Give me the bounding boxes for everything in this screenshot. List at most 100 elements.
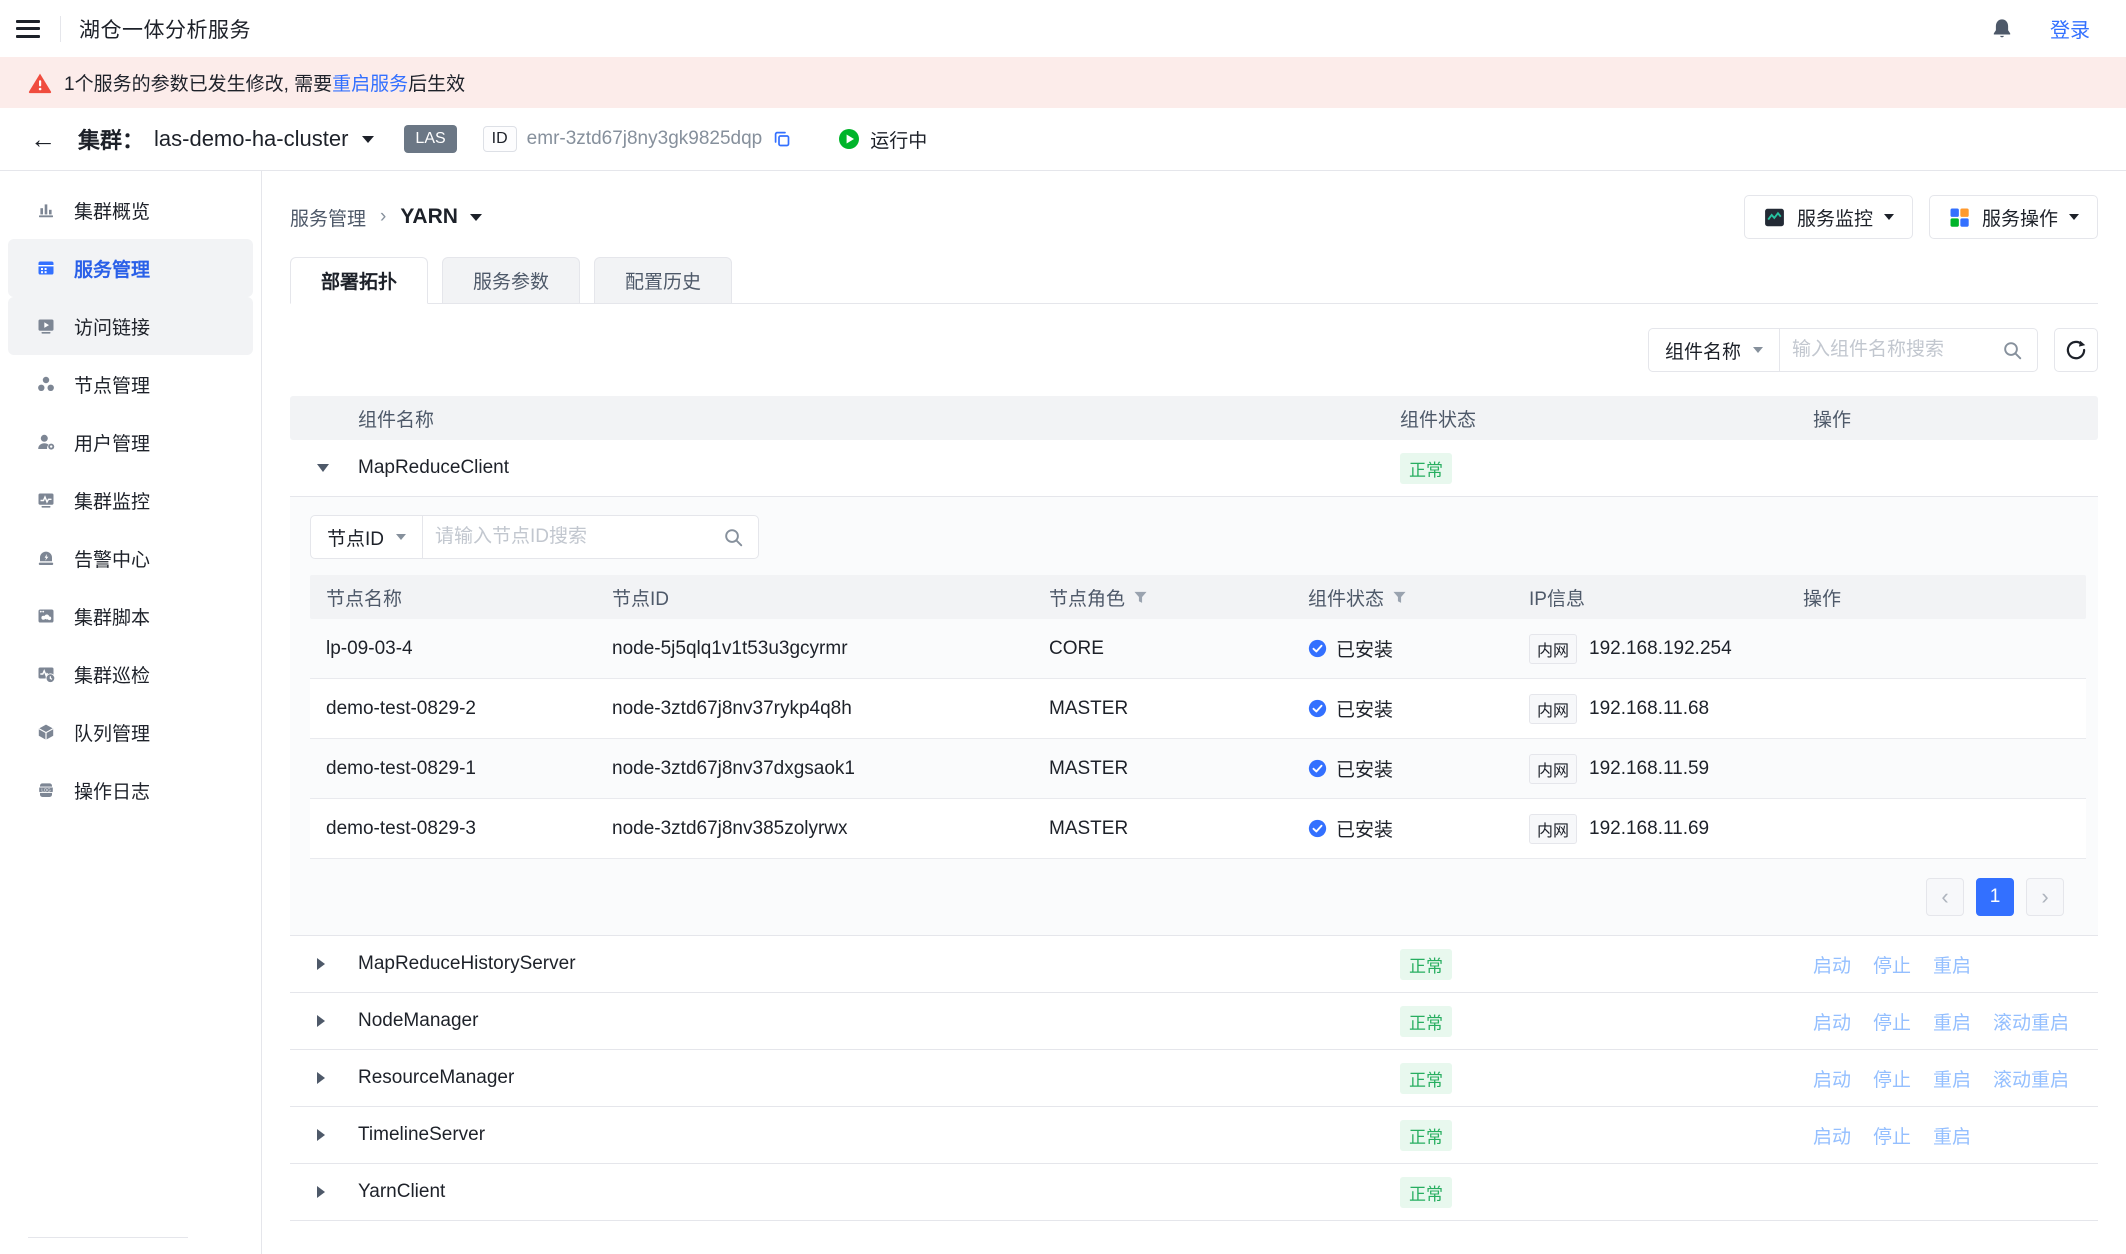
restart-link[interactable]: 重启 (1933, 1069, 1972, 1091)
component-table-header: 组件名称 组件状态 操作 (290, 396, 2098, 440)
pagination-prev-icon[interactable]: ‹ (1926, 878, 1964, 916)
node-row: demo-test-0829-1 node-3ztd67j8nv37dxgsao… (310, 739, 2086, 799)
copy-icon[interactable] (772, 129, 792, 149)
expand-caret-icon[interactable] (290, 1129, 325, 1141)
tab-deploy-topology[interactable]: 部署拓扑 (290, 257, 429, 304)
sidebar-item-access-links[interactable]: 访问链接 (8, 297, 253, 355)
sidebar-item-label: 集群监控 (74, 491, 151, 513)
service-monitor-button[interactable]: 服务监控 (1743, 195, 1913, 239)
node-role: MASTER (1049, 697, 1129, 719)
expand-caret-icon[interactable] (290, 1186, 325, 1198)
sidebar-item-service-management[interactable]: 服务管理 (8, 239, 253, 297)
cluster-name[interactable]: las-demo-ha-cluster (154, 126, 349, 151)
expand-caret-icon[interactable] (290, 958, 325, 970)
restart-link[interactable]: 重启 (1933, 1126, 1972, 1148)
sidebar-item-cluster-inspection[interactable]: 集群巡检 (8, 645, 253, 703)
node-role: CORE (1049, 637, 1104, 659)
status-badge: 正常 (1400, 948, 1452, 980)
sidebar-item-operation-logs[interactable]: LOG 操作日志 (8, 761, 253, 819)
tab-config-history[interactable]: 配置历史 (594, 257, 733, 304)
table-row-resourcemanager: ResourceManager 正常 启动 停止 重启 滚动重启 (290, 1050, 2098, 1107)
filter-funnel-icon[interactable] (1393, 591, 1406, 604)
sidebar-item-cluster-overview[interactable]: 集群概览 (8, 181, 253, 239)
start-link[interactable]: 启动 (1813, 1126, 1852, 1148)
stop-link[interactable]: 停止 (1873, 1012, 1912, 1034)
restart-service-link[interactable]: 重启服务 (332, 74, 409, 95)
component-table: 组件名称 组件状态 操作 MapReduceClient 正常 (290, 396, 2098, 1221)
col-node-role: 节点角色 (1033, 584, 1292, 611)
node-table-header: 节点名称 节点ID 节点角色 组件状态 IP信息 操作 (310, 575, 2086, 619)
node-table: 节点名称 节点ID 节点角色 组件状态 IP信息 操作 (310, 575, 2086, 859)
chevron-down-icon (396, 534, 407, 540)
col-node-id: 节点ID (612, 588, 670, 610)
expand-caret-icon[interactable] (290, 1072, 325, 1084)
collapse-caret-icon[interactable] (290, 464, 329, 472)
tab-bar: 部署拓扑 服务参数 配置历史 (290, 257, 2098, 304)
sidebar: 集群概览 服务管理 访问链接 节点管理 用户管理 集群监控 (0, 171, 262, 1254)
sidebar-item-queue-management[interactable]: 队列管理 (8, 703, 253, 761)
sidebar-item-label: 访问链接 (74, 317, 151, 339)
refresh-button[interactable] (2054, 328, 2098, 372)
col-node-name: 节点名称 (326, 588, 403, 610)
component-name: YarnClient (358, 1181, 446, 1202)
expand-caret-icon[interactable] (290, 1015, 325, 1027)
node-search-group: 节点ID (310, 515, 760, 559)
node-field-select[interactable]: 节点ID (311, 516, 424, 558)
table-row-nodemanager: NodeManager 正常 启动 停止 重启 滚动重启 (290, 993, 2098, 1050)
tab-service-params[interactable]: 服务参数 (442, 257, 581, 304)
node-name: demo-test-0829-1 (326, 757, 476, 779)
monitor-chart-icon (1765, 208, 1784, 226)
sidebar-item-alert-center[interactable]: 告警中心 (8, 529, 253, 587)
user-gear-icon (36, 432, 56, 452)
apps-grid-icon (1950, 208, 1969, 227)
script-window-icon (36, 606, 56, 626)
component-field-select[interactable]: 组件名称 (1649, 329, 1780, 371)
start-link[interactable]: 启动 (1813, 1069, 1852, 1091)
cluster-switch-caret-icon[interactable] (362, 135, 375, 143)
rolling-restart-link[interactable]: 滚动重启 (1993, 1012, 2070, 1034)
sidebar-item-cluster-scripts[interactable]: 集群脚本 (8, 587, 253, 645)
component-name: ResourceManager (358, 1067, 515, 1088)
sidebar-item-cluster-monitoring[interactable]: 集群监控 (8, 471, 253, 529)
stop-link[interactable]: 停止 (1873, 1126, 1912, 1148)
sidebar-item-node-management[interactable]: 节点管理 (8, 355, 253, 413)
service-operate-button[interactable]: 服务操作 (1928, 195, 2098, 239)
node-role: MASTER (1049, 757, 1129, 779)
stop-link[interactable]: 停止 (1873, 955, 1912, 977)
component-name: TimelineServer (358, 1124, 486, 1145)
check-circle-icon (1308, 819, 1327, 838)
node-ip: 192.168.192.254 (1589, 637, 1732, 659)
banner-text-suffix: 后生效 (408, 74, 466, 95)
breadcrumb-current-service[interactable]: YARN (400, 205, 458, 228)
service-switch-caret-icon[interactable] (469, 213, 482, 221)
stop-link[interactable]: 停止 (1873, 1069, 1912, 1091)
breadcrumb-parent[interactable]: 服务管理 (290, 208, 367, 230)
cluster-label: 集群： (78, 128, 145, 153)
pagination: ‹ 1 › (310, 859, 2086, 935)
login-link[interactable]: 登录 (2050, 20, 2090, 42)
refresh-icon (2066, 340, 2086, 360)
sidebar-item-label: 集群脚本 (74, 607, 151, 629)
bell-icon[interactable] (1990, 17, 2014, 41)
chevron-down-icon (2069, 214, 2079, 220)
sidebar-divider (28, 1237, 188, 1238)
search-icon (723, 527, 744, 548)
restart-link[interactable]: 重启 (1933, 955, 1972, 977)
restart-link[interactable]: 重启 (1933, 1012, 1972, 1034)
back-arrow-icon[interactable]: ← (30, 124, 56, 154)
start-link[interactable]: 启动 (1813, 1012, 1852, 1034)
node-search-input[interactable] (423, 516, 724, 558)
cluster-id-label: ID (482, 126, 517, 152)
start-link[interactable]: 启动 (1813, 955, 1852, 977)
component-search-input[interactable] (1780, 329, 2002, 371)
pagination-next-icon[interactable]: › (2026, 878, 2064, 916)
node-id: node-3ztd67j8nv385zolyrwx (612, 817, 848, 839)
rolling-restart-link[interactable]: 滚动重启 (1993, 1069, 2070, 1091)
pagination-page-1[interactable]: 1 (1976, 878, 2014, 916)
sidebar-item-label: 队列管理 (74, 723, 151, 745)
component-field-label: 组件名称 (1664, 341, 1741, 363)
menu-icon[interactable] (16, 19, 40, 38)
sidebar-item-user-management[interactable]: 用户管理 (8, 413, 253, 471)
filter-funnel-icon[interactable] (1134, 591, 1147, 604)
